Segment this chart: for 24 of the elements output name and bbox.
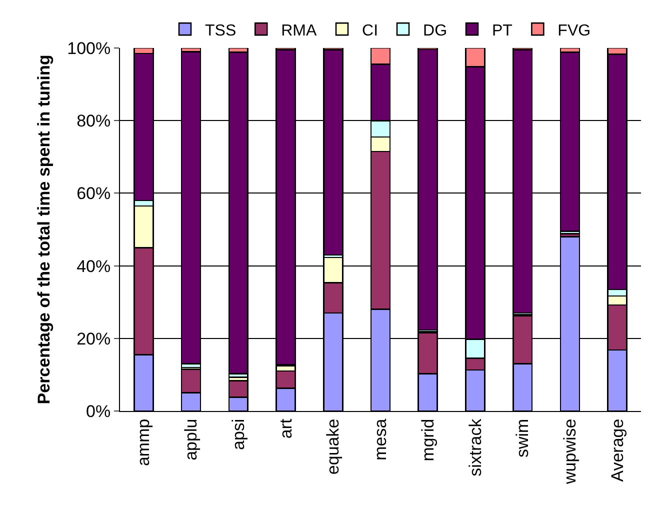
legend-label: CI [362, 22, 378, 40]
x-tick-label: art [276, 418, 296, 439]
x-tick-label: wupwise [560, 418, 580, 486]
y-tick-label: 60% [76, 184, 111, 204]
y-tick-label: 40% [76, 256, 111, 276]
legend-label: RMA [281, 22, 318, 40]
x-tick-label: sixtrack [466, 418, 485, 476]
x-tick-label: mesa [371, 418, 390, 460]
legend-label: TSS [205, 22, 236, 40]
x-tick-label: apsi [228, 418, 248, 450]
x-tick-label: equake [324, 418, 343, 475]
x-tick-label: applu [182, 418, 201, 460]
y-tick-label: 100% [67, 38, 111, 58]
x-tick-label: ammp [134, 418, 154, 466]
x-tick-label: Average [608, 418, 627, 482]
y-tick-label: 80% [76, 112, 111, 131]
x-tick-label: mgrid [418, 418, 438, 462]
y-tick-label: 0% [86, 402, 111, 421]
legend-label: FVG [558, 22, 591, 40]
y-axis-title: Percentage of the total time spent in tuning [34, 54, 54, 404]
legend-label: DG [423, 22, 448, 40]
legend-label: PT [492, 22, 513, 40]
y-tick-label: 20% [76, 329, 111, 348]
x-tick-label: swim [513, 418, 532, 458]
